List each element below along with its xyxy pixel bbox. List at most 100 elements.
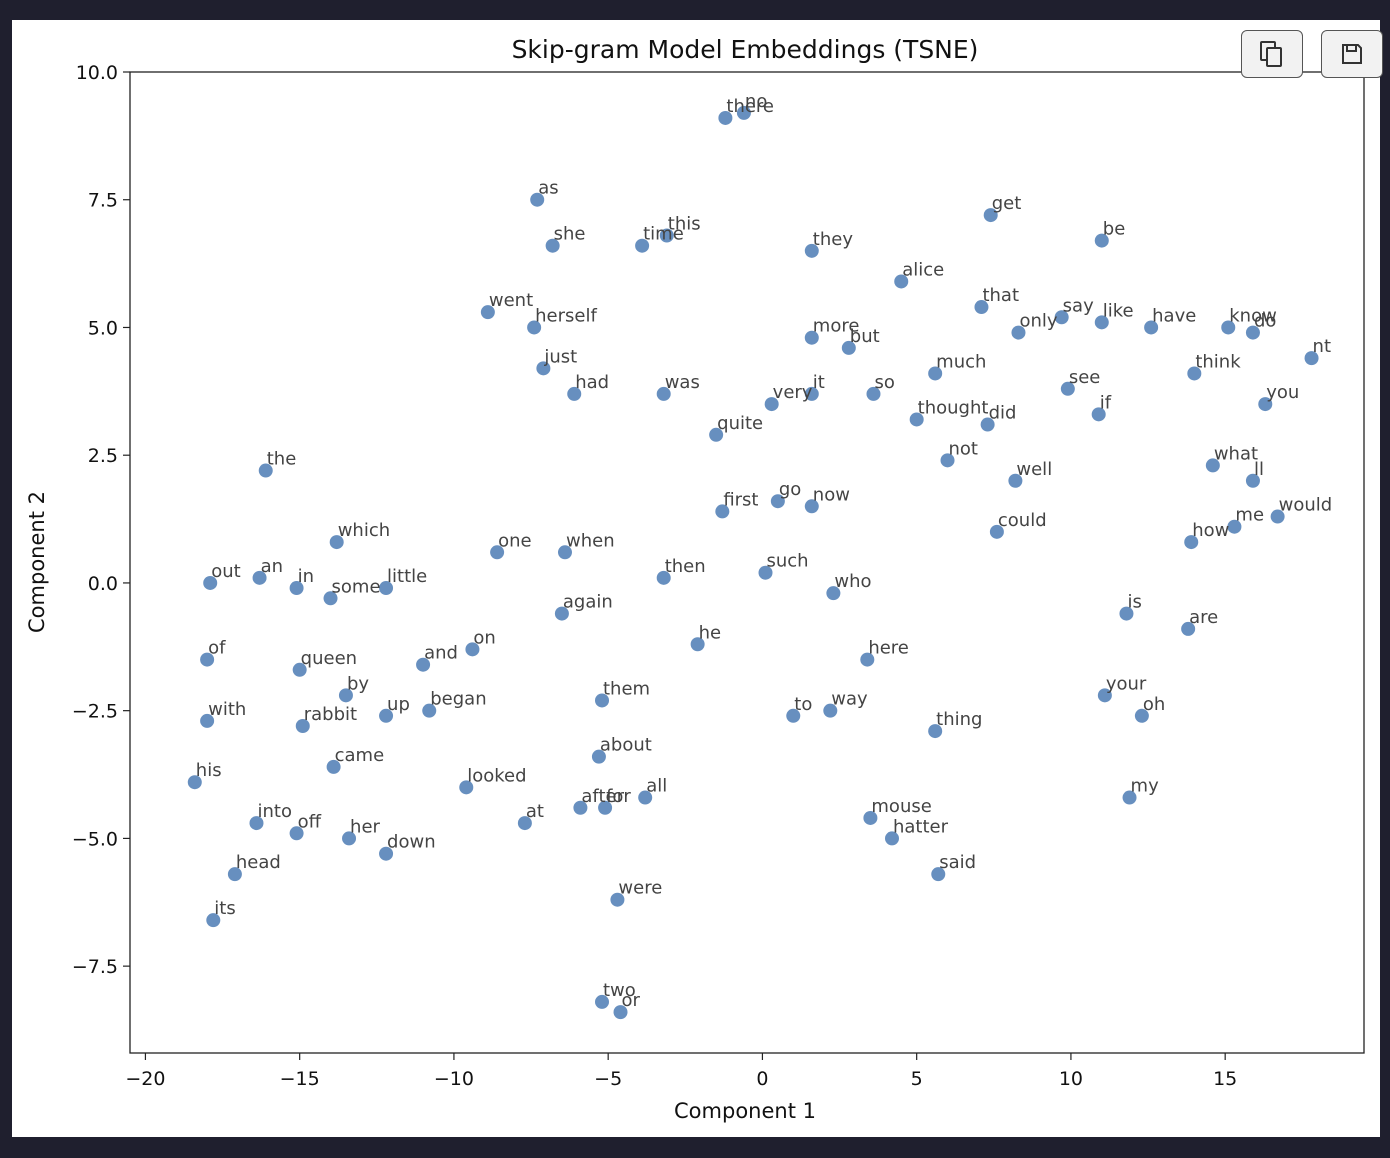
y-tick-label: 7.5 [88,190,118,212]
data-point [1011,325,1026,340]
data-point [545,238,560,253]
point-label: nt [1313,336,1331,357]
point-label: into [257,801,291,822]
data-point [465,642,480,657]
data-point [928,724,943,739]
floppy-disk-icon [1342,44,1362,64]
data-point [490,545,505,560]
data-point [1187,366,1202,381]
point-label: when [566,530,615,551]
x-tick-label: −5 [594,1068,622,1090]
point-label: her [350,816,380,837]
data-point [736,105,751,120]
y-tick-label: −7.5 [72,956,118,978]
point-label: all [646,776,667,797]
point-label: your [1106,673,1147,694]
data-point [379,846,394,861]
point-label: quite [717,413,763,434]
point-label: there [726,96,774,117]
point-label: was [665,372,700,393]
point-label: first [723,489,758,510]
point-label: alice [902,259,944,280]
data-point [1060,381,1075,396]
data-point [289,581,304,596]
point-label: that [982,285,1019,306]
y-axis-label: Component 2 [25,491,49,633]
data-point [1304,351,1319,366]
data-point [1245,325,1260,340]
data-point [379,708,394,723]
point-label: oh [1143,694,1165,715]
point-label: as [538,178,558,199]
data-point [659,228,674,243]
data-point [591,749,606,764]
figure-canvas [12,20,1380,1137]
point-label: some [332,576,381,597]
point-label: no [745,91,767,112]
point-label: herself [535,305,597,326]
data-point [690,637,705,652]
x-tick-label: 0 [756,1068,768,1090]
point-label: head [236,852,281,873]
data-point [595,693,610,708]
data-point [249,816,264,831]
data-point [1221,320,1236,335]
data-point [940,453,955,468]
data-point [598,800,613,815]
point-label: my [1131,776,1160,797]
y-tick-label: 0.0 [88,573,118,595]
data-point [1245,473,1260,488]
data-point [894,274,909,289]
data-point [764,397,779,412]
copy-button[interactable] [1241,30,1303,78]
y-tick-label: 10.0 [76,62,118,84]
point-label: went [489,290,533,311]
point-label: to [794,694,812,715]
point-label: she [554,224,586,245]
point-label: say [1063,295,1094,316]
point-label: is [1127,592,1141,613]
data-point [200,713,215,728]
point-label: you [1266,382,1299,403]
point-label: very [773,382,813,403]
point-label: about [600,735,652,756]
data-point [527,320,542,335]
point-label: mouse [871,796,931,817]
data-point [557,545,572,560]
data-point [635,238,650,253]
point-label: who [834,571,871,592]
copy-icon [1260,41,1282,67]
point-label: time [643,224,684,245]
data-point [1144,320,1159,335]
data-point [656,386,671,401]
point-label: for [606,786,631,807]
point-label: if [1100,392,1112,413]
point-label: rabbit [304,704,357,725]
data-point [863,810,878,825]
data-point [1091,407,1106,422]
data-point [1119,606,1134,621]
data-point [826,586,841,601]
point-label: ll [1254,459,1264,480]
data-point [480,305,495,320]
data-point [928,366,943,381]
x-tick-label: −20 [125,1068,165,1090]
point-label: by [347,673,369,694]
data-point [292,662,307,677]
data-point [709,427,724,442]
point-label: which [338,520,390,541]
point-label: after [581,786,624,807]
point-label: it [813,372,825,393]
data-point [866,386,881,401]
data-point [379,581,394,596]
point-label: not [949,438,978,459]
point-label: or [622,990,641,1011]
point-label: hatter [893,816,949,837]
data-point [983,208,998,223]
save-button[interactable] [1321,30,1383,78]
point-label: they [813,229,854,250]
data-point [980,417,995,432]
data-point [338,688,353,703]
data-point [1270,509,1285,524]
